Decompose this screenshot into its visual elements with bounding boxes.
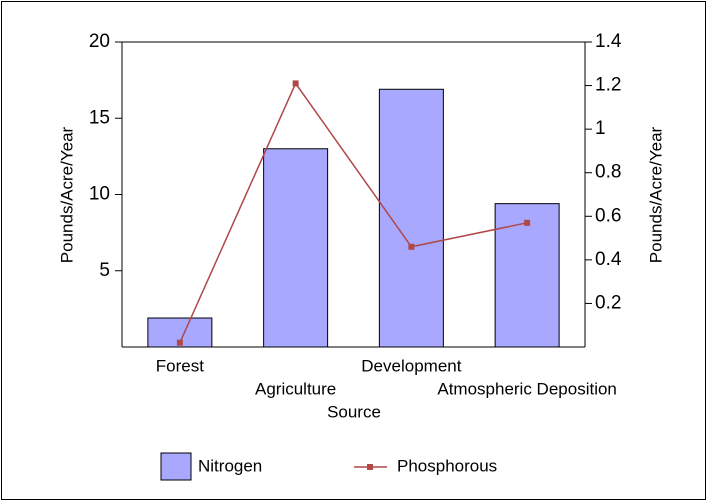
x-axis-title: Source <box>327 402 381 421</box>
legend-swatch <box>160 452 192 481</box>
point <box>408 243 415 250</box>
point <box>524 219 531 226</box>
bar <box>378 88 444 348</box>
y-tick-label: 10 <box>89 184 110 205</box>
x-tick-label: Forest <box>156 356 204 375</box>
y2-tick-label: 0.2 <box>595 292 621 313</box>
y2-tick-label: 1 <box>595 118 606 139</box>
y2-tick-label: 0.8 <box>595 162 621 183</box>
point <box>292 80 299 87</box>
y2-tick-label: 0.6 <box>595 205 621 226</box>
x-tick-label: Development <box>361 356 461 375</box>
y-tick-label: 15 <box>89 107 110 128</box>
line <box>179 81 528 343</box>
y2-tick-label: 0.4 <box>595 249 622 270</box>
point <box>176 339 183 346</box>
legend-label: Nitrogen <box>198 456 262 475</box>
y2-axis-title: Pounds/Acre/Year <box>646 126 665 263</box>
y-tick-label: 20 <box>89 31 110 52</box>
y-axis-title: Pounds/Acre/Year <box>57 126 76 263</box>
legend-marker <box>367 464 373 470</box>
y-tick-label: 5 <box>99 260 110 281</box>
bar <box>263 148 329 348</box>
y2-tick-label: 1.4 <box>595 31 622 52</box>
x-tick-label: Agriculture <box>255 379 336 398</box>
y2-tick-label: 1.2 <box>595 75 621 96</box>
legend-label: Phosphorous <box>397 456 497 475</box>
x-tick-label: Atmospheric Deposition <box>437 379 617 398</box>
